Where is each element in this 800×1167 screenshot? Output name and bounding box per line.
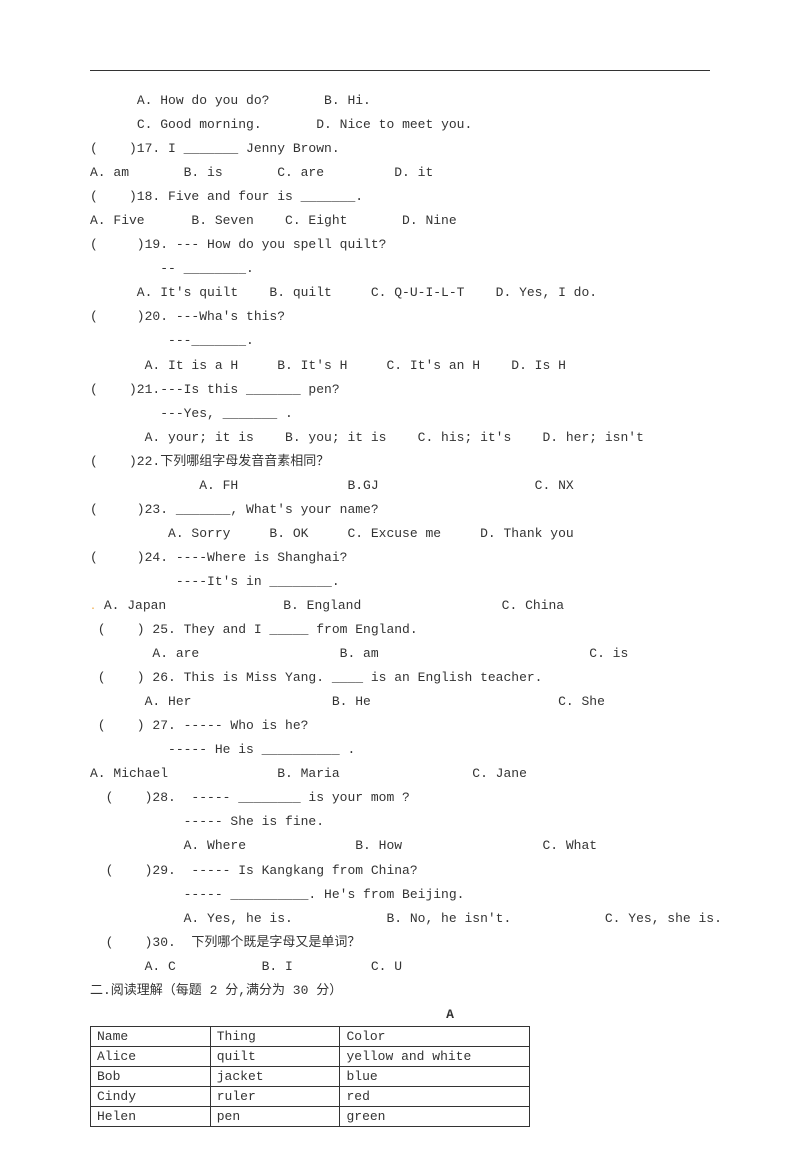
table-cell: red bbox=[340, 1086, 530, 1106]
q17-stem: ( )17. I _______ Jenny Brown. bbox=[90, 137, 710, 161]
data-table: Name Thing Color Alice quilt yellow and … bbox=[90, 1026, 530, 1127]
table-cell: quilt bbox=[210, 1046, 340, 1066]
table-row: Cindy ruler red bbox=[91, 1086, 530, 1106]
q25-opts: A. are B. am C. is bbox=[90, 642, 710, 666]
q29-stem: ( )29. ----- Is Kangkang from China? bbox=[90, 859, 710, 883]
table-header: Name bbox=[91, 1026, 211, 1046]
table-header: Thing bbox=[210, 1026, 340, 1046]
q18-opts: A. Five B. Seven C. Eight D. Nine bbox=[90, 209, 710, 233]
q23-opts: A. Sorry B. OK C. Excuse me D. Thank you bbox=[90, 522, 710, 546]
q28-opts: A. Where B. How C. What bbox=[90, 834, 710, 858]
q30-opts: A. C B. I C. U bbox=[90, 955, 710, 979]
table-cell: Cindy bbox=[91, 1086, 211, 1106]
q26-opts: A. Her B. He C. She bbox=[90, 690, 710, 714]
q21-opts: A. your; it is B. you; it is C. his; it'… bbox=[90, 426, 710, 450]
q20-stem: ( )20. ---Wha's this? bbox=[90, 305, 710, 329]
q29-opts: A. Yes, he is. B. No, he isn't. C. Yes, … bbox=[90, 907, 710, 931]
table-cell: pen bbox=[210, 1106, 340, 1126]
table-header: Color bbox=[340, 1026, 530, 1046]
q22-opts: A. FH B.GJ C. NX bbox=[90, 474, 710, 498]
q24-stem2: ----It's in ________. bbox=[90, 570, 710, 594]
q22-stem: ( )22.下列哪组字母发音音素相同？ bbox=[90, 450, 710, 474]
table-header-row: Name Thing Color bbox=[91, 1026, 530, 1046]
q27-stem: ( ) 27. ----- Who is he? bbox=[90, 714, 710, 738]
table-cell: ruler bbox=[210, 1086, 340, 1106]
table-label: A bbox=[190, 1007, 710, 1022]
q16-opt-cd: C. Good morning. D. Nice to meet you. bbox=[90, 113, 710, 137]
q18-stem: ( )18. Five and four is _______. bbox=[90, 185, 710, 209]
q26-stem: ( ) 26. This is Miss Yang. ____ is an En… bbox=[90, 666, 710, 690]
table-row: Alice quilt yellow and white bbox=[91, 1046, 530, 1066]
q19-opts: A. It's quilt B. quilt C. Q-U-I-L-T D. Y… bbox=[90, 281, 710, 305]
q19-stem: ( )19. --- How do you spell quilt? bbox=[90, 233, 710, 257]
q25-stem: ( ) 25. They and I _____ from England. bbox=[90, 618, 710, 642]
q30-stem: ( )30. 下列哪个既是字母又是单词？ bbox=[90, 931, 710, 955]
table-row: Bob jacket blue bbox=[91, 1066, 530, 1086]
q24-stem: ( )24. ----Where is Shanghai? bbox=[90, 546, 710, 570]
table-cell: Alice bbox=[91, 1046, 211, 1066]
q28-stem2: ----- She is fine. bbox=[90, 810, 710, 834]
q29-stem2: ----- __________. He's from Beijing. bbox=[90, 883, 710, 907]
q20-opts: A. It is a H B. It's H C. It's an H D. I… bbox=[90, 354, 710, 378]
header-rule bbox=[90, 70, 710, 71]
q27-opts: A. Michael B. Maria C. Jane bbox=[90, 762, 710, 786]
q24-opts: . A. Japan B. England C. China bbox=[90, 594, 710, 618]
q21-stem: ( )21.---Is this _______ pen? bbox=[90, 378, 710, 402]
q20-stem2: ---_______. bbox=[90, 329, 710, 353]
table-cell: blue bbox=[340, 1066, 530, 1086]
table-cell: Bob bbox=[91, 1066, 211, 1086]
q21-stem2: ---Yes, _______ . bbox=[90, 402, 710, 426]
q27-stem2: ----- He is __________ . bbox=[90, 738, 710, 762]
q17-opts: A. am B. is C. are D. it bbox=[90, 161, 710, 185]
section2-title: 二.阅读理解（每题 2 分,满分为 30 分） bbox=[90, 979, 710, 1003]
q23-stem: ( )23. _______, What's your name? bbox=[90, 498, 710, 522]
table-cell: green bbox=[340, 1106, 530, 1126]
table-cell: jacket bbox=[210, 1066, 340, 1086]
table-row: Helen pen green bbox=[91, 1106, 530, 1126]
table-cell: Helen bbox=[91, 1106, 211, 1126]
q28-stem: ( )28. ----- ________ is your mom ? bbox=[90, 786, 710, 810]
q16-opt-ab: A. How do you do? B. Hi. bbox=[90, 89, 710, 113]
q19-stem2: -- ________. bbox=[90, 257, 710, 281]
table-cell: yellow and white bbox=[340, 1046, 530, 1066]
